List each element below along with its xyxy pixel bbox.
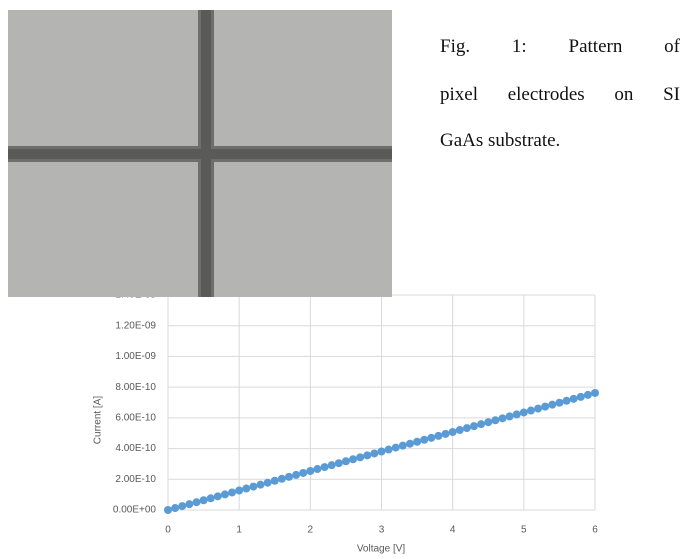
x-tick-label: 2 [308, 525, 314, 536]
x-tick-label: 1 [236, 525, 242, 536]
data-point [284, 472, 293, 481]
caption-line: Fig. 1: Pattern of [440, 36, 680, 57]
data-point [398, 441, 407, 450]
data-point [334, 459, 343, 468]
data-point [583, 390, 592, 399]
data-point [470, 422, 479, 431]
data-point [377, 447, 386, 456]
caption-line: pixel electrodes on SI [440, 84, 680, 105]
data-point [356, 453, 365, 462]
data-point [206, 494, 215, 503]
data-point [526, 406, 535, 415]
y-tick-label: 2.00E-10 [115, 474, 156, 485]
data-point [541, 402, 550, 411]
caption-line: GaAs substrate. [440, 130, 561, 151]
data-point [405, 439, 414, 448]
data-point [341, 457, 350, 466]
data-point [220, 490, 229, 499]
y-tick-label: 6.00E-10 [115, 412, 156, 423]
x-axis-title: Voltage [V] [357, 544, 406, 555]
y-tick-label: 1.20E-09 [115, 320, 156, 331]
y-tick-label: 0.00E+00 [113, 505, 157, 516]
y-axis-title: Current [A] [93, 396, 104, 445]
x-tick-label: 0 [165, 525, 171, 536]
data-point [306, 466, 315, 475]
x-tick-label: 3 [379, 525, 385, 536]
data-point [512, 410, 521, 419]
data-point [477, 420, 486, 429]
data-point [199, 496, 208, 505]
data-point [164, 506, 172, 514]
data-point [420, 435, 429, 444]
y-tick-label: 8.00E-10 [115, 382, 156, 393]
data-point [548, 400, 557, 409]
data-point [455, 426, 464, 435]
micrograph [8, 10, 392, 297]
data-point [505, 412, 514, 421]
data-point [292, 470, 301, 479]
data-point [320, 463, 329, 472]
data-point [384, 445, 393, 454]
y-tick-label: 1.00E-09 [115, 351, 156, 362]
data-point [370, 449, 379, 458]
data-point [249, 482, 258, 491]
y-tick-label: 4.00E-10 [115, 443, 156, 454]
data-point [313, 465, 322, 474]
x-tick-label: 6 [592, 525, 598, 536]
data-point [427, 433, 436, 442]
data-point [228, 488, 237, 497]
data-point [178, 502, 187, 511]
x-tick-label: 4 [450, 525, 456, 536]
data-point [591, 388, 599, 397]
data-point [185, 500, 194, 509]
data-point [391, 443, 400, 452]
data-point [242, 484, 251, 493]
data-point [462, 424, 471, 433]
data-point [534, 404, 543, 413]
data-point [498, 414, 507, 423]
data-point [363, 451, 372, 460]
data-point [270, 476, 279, 485]
data-point [576, 392, 585, 401]
data-point [491, 416, 500, 425]
data-point [192, 498, 201, 507]
data-point [448, 427, 457, 436]
x-tick-label: 5 [521, 525, 527, 536]
data-point [299, 468, 308, 477]
data-point [235, 486, 244, 495]
data-point [569, 394, 578, 403]
data-point [263, 478, 272, 487]
data-point [171, 504, 180, 513]
data-point [413, 437, 422, 446]
data-point [277, 474, 286, 483]
data-point [555, 398, 564, 407]
data-point [484, 418, 493, 427]
data-point [213, 492, 222, 501]
data-point [434, 431, 443, 440]
data-point [519, 408, 528, 417]
data-point [327, 461, 336, 470]
data-point [562, 396, 571, 405]
data-point [256, 480, 265, 489]
data-point [441, 429, 450, 438]
data-point [349, 455, 358, 464]
